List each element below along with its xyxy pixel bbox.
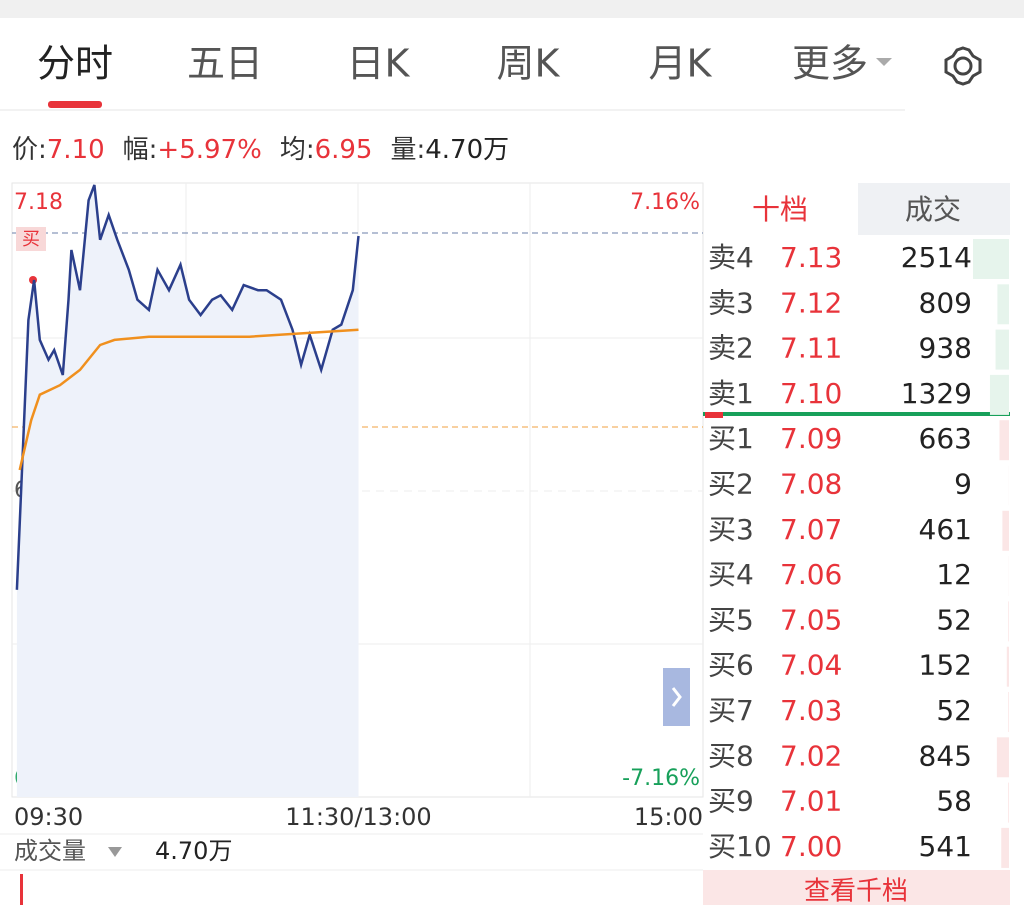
- volume-bar: [20, 874, 23, 905]
- book-price: 7.12: [780, 286, 842, 319]
- volume-bar: [1008, 692, 1009, 732]
- book-label: 买1: [708, 422, 754, 455]
- book-label: 卖4: [708, 241, 754, 274]
- book-label: 卖3: [708, 286, 754, 319]
- book-label: 买6: [708, 649, 754, 682]
- more-arrow: [876, 58, 892, 66]
- volume-bar: [996, 330, 1009, 370]
- book-price: 7.02: [780, 739, 842, 772]
- book-volume: 9: [954, 468, 972, 501]
- book-label: 买9: [708, 785, 754, 818]
- volume-value: 4.70万: [155, 837, 232, 865]
- book-price: 7.13: [780, 241, 842, 274]
- quote-change-label: 幅:: [123, 135, 158, 165]
- tab[interactable]: 更多: [792, 42, 868, 86]
- tab[interactable]: 月K: [649, 42, 713, 86]
- book-price: 7.10: [780, 377, 842, 410]
- more-button[interactable]: 查看千档: [804, 877, 908, 906]
- spread-line: [703, 412, 1010, 416]
- price-area: [17, 185, 359, 797]
- book-price: 7.07: [780, 513, 842, 546]
- quote-change: +5.97%: [157, 135, 261, 165]
- volume-bar: [1007, 647, 1009, 687]
- quote-price: 7.10: [47, 135, 105, 165]
- book-label: 买10: [708, 830, 772, 863]
- book-price: 7.01: [780, 785, 842, 818]
- book-price: 7.00: [780, 830, 842, 863]
- book-volume: 58: [936, 785, 972, 818]
- quote-line: 价:7.10 幅:+5.97% 均:6.95 量:4.70万: [12, 135, 509, 165]
- book-label: 买5: [708, 603, 754, 636]
- book-tab[interactable]: 十档: [752, 193, 808, 226]
- y-tick-label: 7.18: [14, 190, 63, 215]
- book-volume: 461: [919, 513, 972, 546]
- book-label: 买8: [708, 739, 754, 772]
- book-volume: 663: [919, 422, 972, 455]
- book-label: 买2: [708, 468, 754, 501]
- volume-bar: [1000, 420, 1009, 460]
- spread-mark: [705, 412, 723, 418]
- status-bar: [0, 0, 1024, 18]
- x-tick-label: 09:30: [14, 803, 83, 831]
- book-volume: 52: [936, 603, 972, 636]
- book-volume: 809: [919, 286, 972, 319]
- y2-tick-label: -7.16%: [622, 766, 700, 791]
- book-volume: 541: [919, 830, 972, 863]
- active-tab-indicator: [48, 101, 102, 108]
- book-price: 7.03: [780, 694, 842, 727]
- book-volume: 152: [919, 649, 972, 682]
- book-volume: 2514: [901, 241, 972, 274]
- book-price: 7.06: [780, 558, 842, 591]
- book-label: 卖2: [708, 332, 754, 365]
- book-label: 买4: [708, 558, 754, 591]
- settings-icon[interactable]: [946, 48, 980, 84]
- volume-bar: [990, 375, 1009, 415]
- book-price: 7.04: [780, 649, 842, 682]
- volume-bar: [1001, 828, 1009, 868]
- book-volume: 12: [936, 558, 972, 591]
- book-price: 7.11: [780, 332, 842, 365]
- quote-price-label: 价:: [12, 135, 47, 165]
- volume-bar: [973, 239, 1009, 279]
- book-volume: 52: [936, 694, 972, 727]
- quote-avg: 6.95: [315, 135, 373, 165]
- tab[interactable]: 分时: [37, 42, 113, 86]
- book-volume: 938: [919, 332, 972, 365]
- tab[interactable]: 日K: [347, 42, 411, 86]
- book-label: 卖1: [708, 377, 754, 410]
- x-tick-label: 15:00: [634, 803, 703, 831]
- book-price: 7.08: [780, 468, 842, 501]
- volume-bar: [1008, 783, 1009, 823]
- quote-volume-label: 量:: [390, 135, 425, 165]
- volume-bar: [997, 284, 1009, 324]
- book-label: 买3: [708, 513, 754, 546]
- tab[interactable]: 周K: [497, 42, 561, 86]
- book-label: 买7: [708, 694, 754, 727]
- volume-bar: [1008, 601, 1009, 641]
- quote-volume: 4.70万: [425, 135, 509, 165]
- x-tick-label: 11:30/13:00: [285, 803, 431, 831]
- buy-marker: 买: [22, 229, 40, 250]
- book-volume: 845: [919, 739, 972, 772]
- volume-bar: [1002, 511, 1009, 551]
- volume-bar: [997, 737, 1009, 777]
- book-price: 7.09: [780, 422, 842, 455]
- y2-tick-label: 7.16%: [630, 190, 700, 215]
- expand-button[interactable]: [663, 668, 690, 726]
- tab[interactable]: 五日: [187, 42, 263, 86]
- quote-avg-label: 均:: [280, 135, 315, 165]
- dropdown-arrow[interactable]: [108, 847, 122, 857]
- book-price: 7.05: [780, 603, 842, 636]
- book-tab[interactable]: 成交: [905, 193, 961, 226]
- book-volume: 1329: [901, 377, 972, 410]
- volume-label: 成交量: [14, 837, 86, 865]
